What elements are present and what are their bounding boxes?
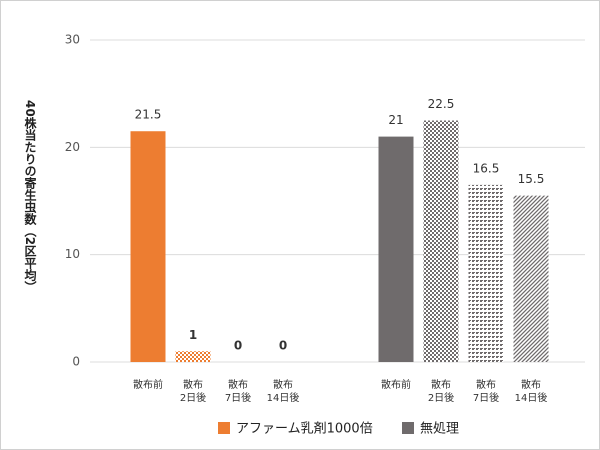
x-tick-label: 2日後: [428, 391, 454, 404]
value-label: 21: [388, 113, 403, 127]
legend-swatch: [402, 422, 414, 434]
bar: [513, 195, 549, 362]
x-tick-label: 散布: [273, 378, 293, 391]
x-tick-label: 7日後: [473, 391, 499, 404]
x-tick-label: 14日後: [515, 391, 548, 404]
x-tick-label: 散布: [476, 378, 496, 391]
value-label: 16.5: [473, 161, 500, 175]
x-tick-label: 散布: [431, 378, 451, 391]
bar: [378, 136, 414, 362]
x-tick-label: 散布: [228, 378, 248, 391]
legend-label: 無処理: [420, 422, 459, 437]
legend-label: アファーム乳剤1000倍: [236, 422, 373, 437]
value-label: 1: [189, 328, 197, 342]
x-tick-label: 散布: [521, 378, 541, 391]
x-tick-label: 散布前: [133, 378, 163, 391]
x-tick-label: 2日後: [180, 391, 206, 404]
y-axis-label: 40株当たりの寄生虫数（2区平均）: [23, 100, 37, 293]
y-tick-label: 20: [65, 140, 80, 154]
x-tick-label: 散布: [183, 378, 203, 391]
legend-swatch: [218, 422, 230, 434]
bar: [423, 120, 459, 362]
value-label: 0: [279, 339, 287, 353]
bar: [468, 184, 504, 362]
x-tick-label: 散布前: [381, 378, 411, 391]
y-tick-label: 0: [72, 355, 80, 369]
y-tick-label: 30: [65, 33, 80, 47]
value-label: 0: [234, 339, 242, 353]
bar: [175, 351, 211, 362]
value-label: 15.5: [518, 172, 545, 186]
value-label: 21.5: [135, 108, 162, 122]
bar: [130, 131, 166, 362]
x-tick-label: 7日後: [225, 391, 251, 404]
value-label: 22.5: [428, 97, 455, 111]
x-tick-label: 14日後: [267, 391, 300, 404]
y-tick-label: 10: [65, 247, 80, 261]
